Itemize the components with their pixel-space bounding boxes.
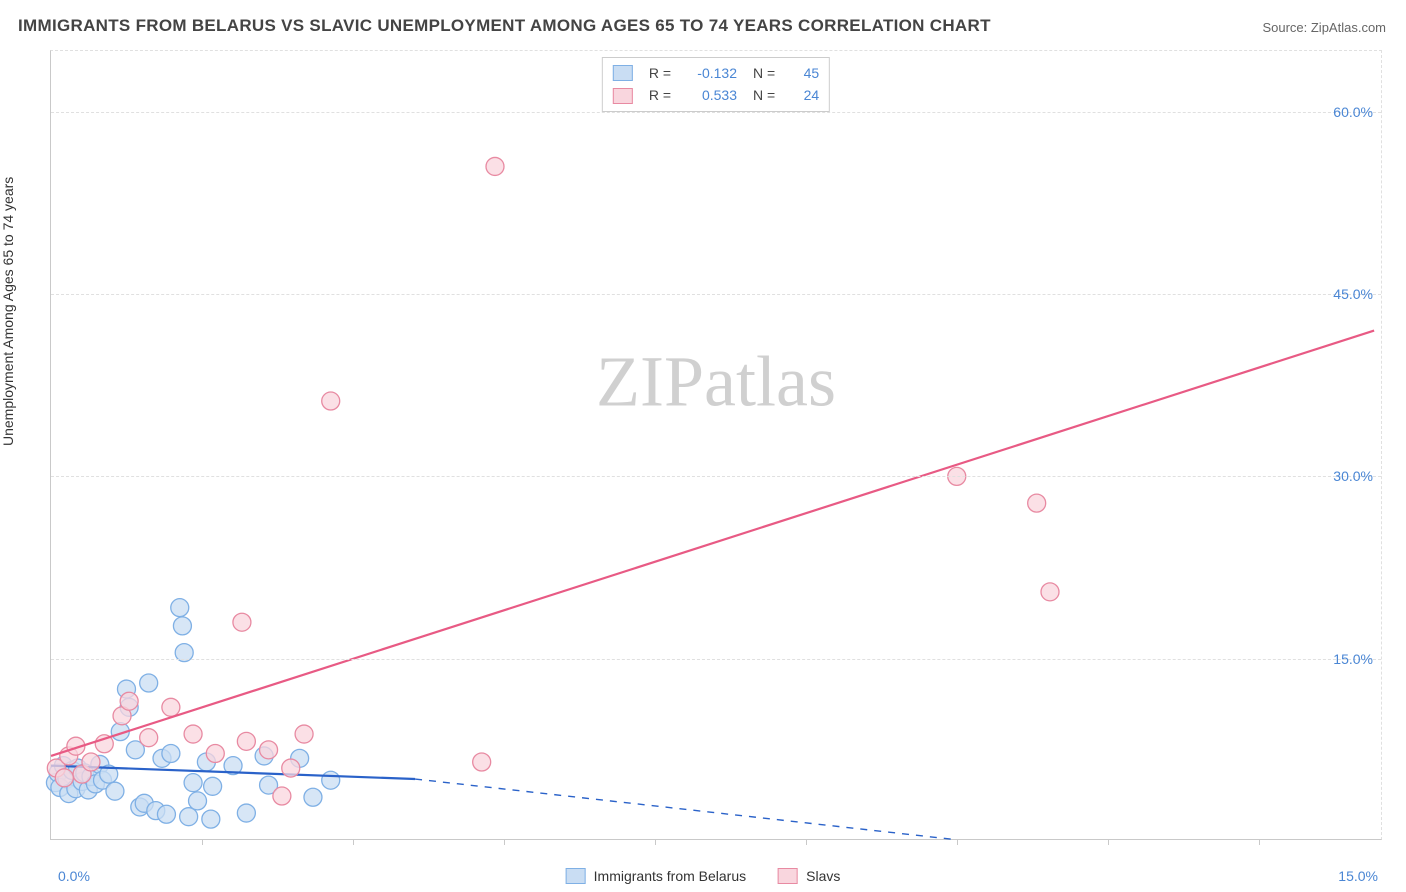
y-axis-label: Unemployment Among Ages 65 to 74 years	[0, 177, 16, 446]
chart-title: IMMIGRANTS FROM BELARUS VS SLAVIC UNEMPL…	[18, 16, 991, 36]
legend-row: R = -0.132 N = 45	[613, 62, 819, 84]
data-point	[184, 725, 202, 743]
x-tick-mark	[504, 839, 505, 845]
n-label: N =	[753, 62, 775, 84]
n-value: 45	[789, 62, 819, 84]
x-tick-mark	[202, 839, 203, 845]
data-point	[189, 792, 207, 810]
data-point	[282, 759, 300, 777]
legend-swatch	[566, 868, 586, 884]
legend-row: R = 0.533 N = 24	[613, 84, 819, 106]
source-attribution: Source: ZipAtlas.com	[1262, 20, 1386, 35]
x-tick-mark	[957, 839, 958, 845]
x-tick-mark	[1108, 839, 1109, 845]
plot-area: ZIPatlas R =-0.132N =45R =0.533N =24 15.…	[50, 50, 1382, 840]
data-point	[322, 392, 340, 410]
correlation-legend: R = -0.132 N = 45 R = 0.533 N = 24	[602, 57, 830, 112]
data-point	[157, 805, 175, 823]
n-label: N =	[753, 84, 775, 106]
gridline	[51, 659, 1381, 660]
data-point	[55, 769, 73, 787]
legend-label: Slavs	[806, 868, 840, 884]
x-tick-mark	[1259, 839, 1260, 845]
data-point	[237, 804, 255, 822]
gridline	[51, 476, 1381, 477]
series-legend: Immigrants from Belarus Slavs	[566, 868, 841, 884]
data-point	[162, 744, 180, 762]
data-point	[233, 613, 251, 631]
data-point	[1028, 494, 1046, 512]
trend-line	[51, 331, 1374, 756]
legend-swatch	[778, 868, 798, 884]
data-point	[237, 732, 255, 750]
r-label: R =	[649, 84, 671, 106]
data-point	[120, 692, 138, 710]
legend-label: Immigrants from Belarus	[594, 868, 746, 884]
x-axis-max-label: 15.0%	[1338, 868, 1378, 884]
data-point	[171, 599, 189, 617]
data-point	[304, 788, 322, 806]
legend-swatch	[613, 65, 633, 81]
y-tick-label: 15.0%	[1333, 651, 1373, 667]
r-label: R =	[649, 62, 671, 84]
data-point	[486, 157, 504, 175]
legend-swatch	[613, 88, 633, 104]
data-point	[295, 725, 313, 743]
n-value: 24	[789, 84, 819, 106]
gridline	[51, 112, 1381, 113]
data-point	[204, 777, 222, 795]
y-tick-label: 30.0%	[1333, 468, 1373, 484]
data-point	[1041, 583, 1059, 601]
x-tick-mark	[353, 839, 354, 845]
y-tick-label: 45.0%	[1333, 286, 1373, 302]
data-point	[180, 808, 198, 826]
data-point	[473, 753, 491, 771]
data-point	[140, 729, 158, 747]
data-point	[206, 744, 224, 762]
x-axis-min-label: 0.0%	[58, 868, 90, 884]
data-point	[202, 810, 220, 828]
y-tick-label: 60.0%	[1333, 104, 1373, 120]
x-tick-mark	[806, 839, 807, 845]
scatter-svg	[51, 51, 1381, 839]
gridline	[51, 294, 1381, 295]
x-tick-mark	[655, 839, 656, 845]
data-point	[140, 674, 158, 692]
data-point	[106, 782, 124, 800]
data-point	[273, 787, 291, 805]
data-point	[162, 698, 180, 716]
data-point	[322, 771, 340, 789]
data-point	[260, 741, 278, 759]
trend-line-dashed	[415, 779, 957, 840]
data-point	[173, 617, 191, 635]
r-value: -0.132	[685, 62, 737, 84]
r-value: 0.533	[685, 84, 737, 106]
legend-item: Slavs	[778, 868, 840, 884]
legend-item: Immigrants from Belarus	[566, 868, 746, 884]
data-point	[184, 774, 202, 792]
data-point	[82, 753, 100, 771]
